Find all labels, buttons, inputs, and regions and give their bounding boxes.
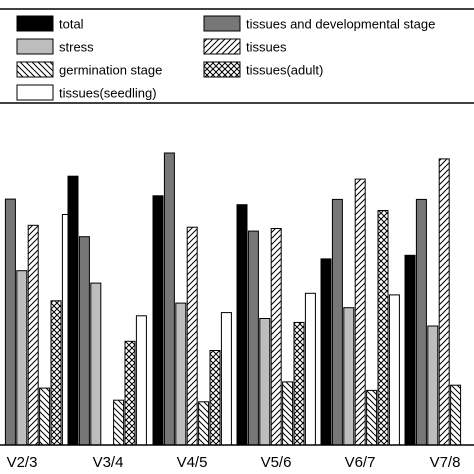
bar-V6-7-tissues-and-developmental-stage (332, 199, 342, 445)
bar-V6-7-total (321, 259, 331, 445)
legend-label: tissues (246, 40, 287, 55)
bar-V2-3-tissues-and-developmental-stage (5, 199, 15, 445)
x-tick-label: V3/4 (93, 454, 124, 471)
legend-label: total (59, 17, 84, 32)
bar-V7-8-tissues-and-developmental-stage (416, 199, 426, 445)
bar-V7-8-stress (428, 326, 438, 445)
plot-area (0, 153, 474, 445)
bar-V2-3-germination-stage (40, 388, 50, 445)
bar-V7-8-total (405, 255, 415, 445)
legend-label: tissues(adult) (246, 63, 323, 78)
legend: total tissues and developmental stage stre… (0, 9, 474, 103)
legend-item-tissues: tissues (204, 39, 287, 55)
bar-V3-4-tissues-seedling- (136, 316, 146, 445)
bar-V2-3-stress (17, 271, 27, 445)
bar-V3-4-stress (91, 283, 101, 445)
bar-V4-5-tissues-adult- (210, 351, 220, 446)
x-tick-label: V4/5 (177, 454, 208, 471)
x-tick-label: V2/3 (7, 454, 38, 471)
bar-V4-5-tissues-seedling- (221, 313, 231, 445)
legend-swatch (17, 62, 53, 77)
bar-V3-4-germination-stage (114, 400, 124, 445)
x-tick-label: V6/7 (345, 454, 376, 471)
bar-V4-5-tissues (187, 227, 197, 445)
bar-V6-7-tissues-seedling- (389, 295, 399, 445)
bar-V4-5-total (153, 196, 163, 445)
bar-V3-4-total (68, 176, 78, 445)
bar-V5-6-tissues-and-developmental-stage (248, 231, 258, 445)
bar-V2-3-tissues (28, 225, 38, 445)
bar-V4-5-tissues-and-developmental-stage (164, 153, 174, 445)
bar-V3-4-tissues-and-developmental-stage (79, 237, 89, 445)
bar-V7-8-germination-stage (451, 385, 461, 445)
legend-swatch (17, 85, 53, 100)
bar-V4-5-germination-stage (199, 402, 209, 445)
legend-item-tissues-adult-: tissues(adult) (204, 62, 323, 78)
x-axis-tick-labels: V2/3 V3/4 V4/5 V5/6 V6/7 V7/8 (7, 454, 461, 471)
bar-V5-6-tissues (271, 229, 281, 446)
bar-V6-7-tissues-adult- (378, 211, 388, 446)
x-tick-label: V7/8 (430, 454, 461, 471)
legend-swatch (204, 16, 240, 31)
legend-swatch (204, 62, 240, 77)
bar-V2-3-tissues-adult- (51, 301, 61, 445)
bar-V4-5-stress (176, 303, 186, 445)
bar-V5-6-tissues-seedling- (305, 293, 315, 445)
x-tick-label: V5/6 (261, 454, 292, 471)
legend-item-total: total (17, 16, 84, 32)
bar-V6-7-tissues (355, 179, 365, 445)
legend-item-tissues-seedling-: tissues(seedling) (17, 85, 157, 101)
bar-V7-8-tissues (439, 159, 449, 445)
legend-label: germination stage (59, 63, 162, 78)
bar-V6-7-germination-stage (367, 390, 377, 445)
bar-V3-4-tissues-adult- (125, 341, 135, 445)
bar-V5-6-germination-stage (283, 382, 293, 445)
bar-V5-6-tissues-adult- (294, 322, 304, 445)
legend-swatch (204, 39, 240, 54)
bar-V6-7-stress (344, 308, 354, 445)
legend-item-tissues-and-developmental-stage: tissues and developmental stage (204, 16, 435, 32)
bar-V5-6-total (237, 205, 247, 445)
legend-item-germination-stage: germination stage (17, 62, 162, 78)
bar-V5-6-stress (260, 319, 270, 446)
legend-label: stress (59, 40, 94, 55)
legend-swatch (17, 16, 53, 31)
legend-label: tissues and developmental stage (246, 17, 435, 32)
legend-label: tissues(seedling) (59, 86, 157, 101)
legend-swatch (17, 39, 53, 54)
